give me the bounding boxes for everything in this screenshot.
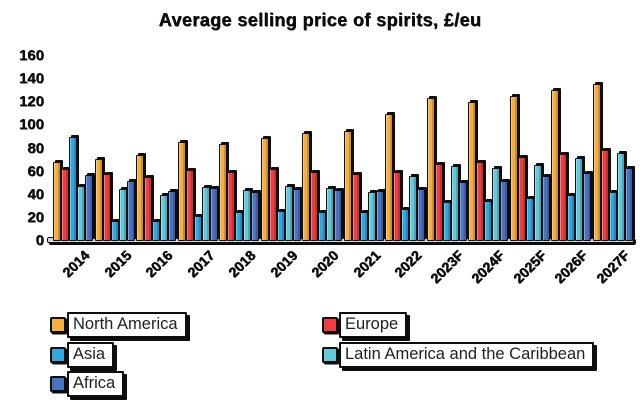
bar-africa-2020 [334,190,342,241]
legend-item-north-america: North America [50,312,187,338]
bar-north-america-2023f [426,97,435,241]
bar-europe-2027f [600,149,609,241]
bar-latin-america-and-the-caribbean-2025f [533,164,542,241]
chart-title: Average selling price of spirits, £/eu [158,10,482,30]
legend-swatch [50,317,66,333]
bar-asia-2024f [484,200,492,241]
bar-north-america-2018 [219,143,227,241]
bar-europe-2021 [351,173,360,241]
bar-europe-2024f [476,162,484,241]
bar-latin-america-and-the-caribbean-2027f [616,153,625,241]
y-axis-tick-label: 60 [27,162,44,180]
bar-europe-2018 [227,171,235,241]
bar-africa-2018 [251,192,259,241]
bar-europe-2026f [559,154,567,241]
bar-africa-2014 [85,175,93,241]
bar-north-america-2016 [136,155,144,241]
bar-africa-2017 [209,187,218,241]
bar-latin-america-and-the-caribbean-2020 [326,187,334,241]
bar-africa-2016 [168,191,176,241]
bar-africa-2024f [500,180,508,241]
bar-asia-2027f [608,192,617,241]
bar-latin-america-and-the-caribbean-2022 [409,176,417,241]
bar-north-america-2024f [468,102,476,241]
bar-latin-america-and-the-caribbean-2015 [118,188,127,241]
bar-latin-america-and-the-caribbean-2023f [450,165,459,241]
bar-asia-2021 [359,212,368,241]
bar-latin-america-and-the-caribbean-2016 [160,194,168,241]
y-axis-tick-label: 160 [18,47,44,64]
legend-swatch [50,346,66,363]
y-axis-tick-label: 140 [18,70,44,88]
y-axis-tick-label: 100 [18,116,44,134]
bar-asia-2020 [318,212,326,241]
bar-north-america-2025f [509,96,518,241]
y-axis-tick-label: 80 [27,139,44,157]
bar-asia-2022 [401,208,409,241]
bar-north-america-2020 [302,133,310,241]
bar-latin-america-and-the-caribbean-2024f [492,168,500,241]
legend-swatch [50,376,66,392]
bar-africa-2023f [458,182,467,241]
legend-label: Europe [339,312,408,338]
bar-latin-america-and-the-caribbean-2017 [201,186,210,241]
bar-europe-2015 [102,173,111,241]
bar-africa-2022 [417,188,425,241]
bar-europe-2022 [393,171,401,241]
bar-asia-2015 [110,221,119,241]
bar-asia-2023f [442,201,451,241]
bar-north-america-2015 [94,158,103,241]
bar-latin-america-and-the-caribbean-2026f [575,157,583,241]
legend-item-europe: Europe [322,312,408,338]
legend-label: Latin America and the Caribbean [339,341,595,368]
bar-europe-2020 [310,171,318,241]
legend-item-africa: Africa [50,371,125,397]
bar-latin-america-and-the-caribbean-2019 [284,185,293,241]
bar-asia-2026f [567,194,575,241]
bar-latin-america-and-the-caribbean-2018 [243,190,251,241]
y-axis-tick-label: 120 [18,93,44,111]
bar-north-america-2019 [260,138,269,241]
bar-africa-2021 [375,191,384,241]
y-axis-tick-label: 40 [27,185,44,203]
bar-north-america-2017 [177,141,186,241]
bar-europe-2017 [185,170,194,241]
bar-asia-2016 [152,221,160,241]
plot-area [52,51,634,241]
legend-label: Africa [67,371,125,397]
bar-north-america-2022 [385,113,393,241]
bar-north-america-2026f [551,89,559,241]
bar-africa-2015 [126,180,135,241]
bar-latin-america-and-the-caribbean-2021 [367,192,376,241]
bar-asia-2025f [525,198,534,241]
legend-label: Asia [67,341,115,368]
bar-asia-2019 [276,210,285,241]
bar-europe-2016 [144,177,152,241]
bar-africa-2025f [541,176,550,241]
legend-item-latin-america-and-the-caribbean: Latin America and the Caribbean [322,341,595,368]
legend-swatch [322,346,338,363]
bar-europe-2014 [61,169,69,241]
bar-asia-2014 [69,136,77,241]
bar-asia-2018 [235,212,243,241]
y-axis-tick-label: 0 [35,232,44,249]
bar-north-america-2014 [53,162,61,241]
legend-label: North America [67,312,187,338]
bar-north-america-2027f [592,83,601,241]
bar-asia-2017 [193,215,202,241]
bar-europe-2023f [434,163,443,241]
legend-swatch [322,317,338,333]
bar-europe-2019 [268,169,277,241]
bar-africa-2027f [624,168,633,241]
bar-north-america-2021 [343,131,352,241]
bar-latin-america-and-the-caribbean-2014 [77,185,85,241]
y-axis-tick-label: 20 [27,208,44,226]
bar-africa-2019 [292,188,301,241]
bar-europe-2025f [517,156,526,241]
legend-item-asia: Asia [50,341,115,368]
bar-africa-2026f [583,172,591,241]
